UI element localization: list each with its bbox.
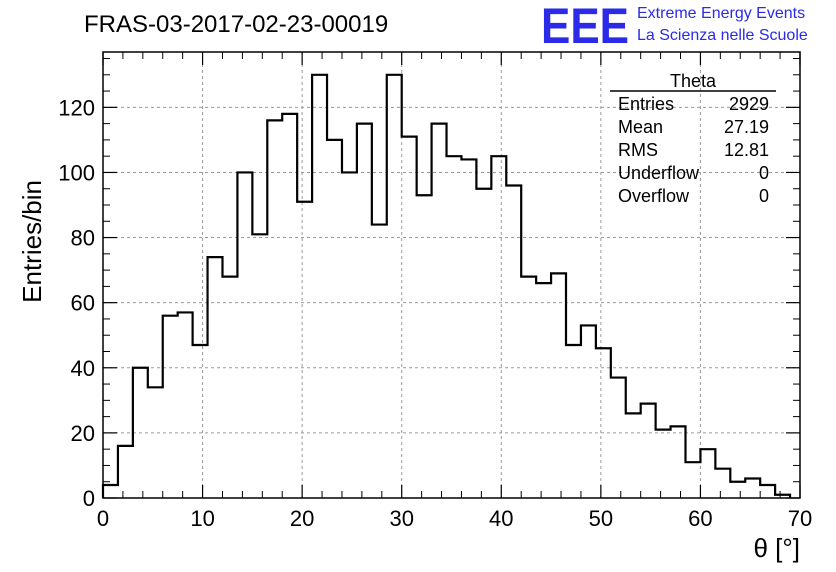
stats-label-entries: Entries: [618, 94, 674, 114]
histogram-bin: [312, 75, 327, 498]
histogram-bin: [118, 446, 133, 498]
histogram-bin: [685, 462, 700, 498]
histogram-bin: [387, 75, 402, 498]
x-tick-label: 50: [589, 506, 613, 531]
x-tick-label: 40: [489, 506, 513, 531]
tick-labels: 0 10 20 30 40 50 60 70 0 20 40 60 80 100 120: [58, 95, 812, 531]
logo-mark: EEE: [541, 0, 629, 54]
y-tick-label: 40: [71, 356, 95, 381]
x-tick-label: 10: [190, 506, 214, 531]
histogram-series: [101, 73, 792, 498]
histogram-bin: [491, 156, 506, 498]
histogram-bin: [267, 120, 282, 498]
histogram-bin: [193, 345, 208, 498]
y-tick-label: 20: [71, 421, 95, 446]
x-tick-label: 30: [389, 506, 413, 531]
stats-box: Theta Entries 2929 Mean 27.19 RMS 12.81 …: [610, 71, 776, 206]
y-tick-label: 0: [83, 486, 95, 511]
histogram-bin: [402, 137, 417, 498]
stats-label-underflow: Underflow: [618, 163, 700, 183]
histogram-outline: [101, 73, 792, 498]
histogram-bin: [357, 124, 372, 498]
x-tick-label: 70: [788, 506, 812, 531]
x-tick-label: 20: [290, 506, 314, 531]
grid: [103, 52, 800, 498]
histogram-bin: [222, 277, 237, 498]
stats-value-mean: 27.19: [724, 117, 769, 137]
chart-title: FRAS-03-2017-02-23-00019: [84, 11, 388, 38]
axis-ticks: [102, 52, 801, 499]
histogram-bin: [178, 312, 193, 498]
stats-value-overflow: 0: [759, 186, 769, 206]
histogram-bin: [536, 283, 551, 498]
x-tick-label: 0: [97, 506, 109, 531]
logo-line-2: La Scienza nelle Scuole: [637, 27, 808, 44]
y-tick-label: 120: [58, 95, 95, 120]
histogram-bin: [133, 368, 148, 498]
histogram-bin: [417, 195, 432, 498]
stats-label-mean: Mean: [618, 117, 663, 137]
y-tick-label: 100: [58, 160, 95, 185]
histogram-bin: [252, 234, 267, 498]
histogram-bin: [730, 482, 745, 498]
plot-frame: [102, 51, 801, 499]
stats-title: Theta: [670, 71, 717, 91]
histogram-bin: [342, 172, 357, 498]
histogram-bin: [566, 345, 581, 498]
histogram-bin: [521, 277, 536, 498]
histogram-bin: [611, 378, 626, 498]
histogram-bin: [551, 273, 566, 498]
y-tick-label: 60: [71, 291, 95, 316]
histogram-bin: [745, 478, 760, 498]
histogram-bin: [760, 485, 775, 498]
histogram-bin: [626, 413, 641, 498]
histogram-bin: [476, 189, 491, 498]
histogram-bin: [103, 485, 118, 498]
logo-line-1: Extreme Energy Events: [637, 5, 805, 22]
histogram-bin: [715, 469, 730, 498]
histogram-bin: [372, 225, 387, 498]
histogram-bin: [282, 114, 297, 498]
eee-logo: EEE Extreme Energy Events La Scienza nel…: [541, 0, 808, 54]
y-axis-label: Entries/bin: [17, 180, 47, 303]
histogram-bin: [297, 202, 312, 498]
histogram-bin: [506, 185, 521, 498]
histogram-bin: [641, 404, 656, 498]
stats-label-overflow: Overflow: [618, 186, 690, 206]
histogram-bin: [596, 348, 611, 498]
histogram-bin: [581, 325, 596, 498]
stats-value-entries: 2929: [729, 94, 769, 114]
x-axis-label: θ [°]: [753, 533, 800, 563]
histogram-bin: [163, 316, 178, 498]
histogram-bin: [656, 430, 671, 498]
histogram-bin: [327, 140, 342, 498]
histogram-bin: [208, 257, 223, 498]
histogram-bin: [447, 156, 462, 498]
stats-value-underflow: 0: [759, 163, 769, 183]
x-tick-label: 60: [688, 506, 712, 531]
y-tick-label: 80: [71, 226, 95, 251]
stats-value-rms: 12.81: [724, 140, 769, 160]
histogram-bin: [237, 172, 252, 498]
stats-label-rms: RMS: [618, 140, 658, 160]
histogram-bin: [461, 159, 476, 498]
histogram-bin: [148, 387, 163, 498]
histogram-bin: [432, 124, 447, 498]
histogram-bin: [700, 449, 715, 498]
histogram-bin: [671, 426, 686, 498]
